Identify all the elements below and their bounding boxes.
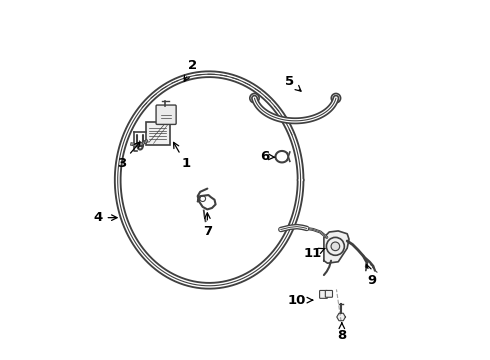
Polygon shape [324,231,349,263]
Text: 6: 6 [260,150,275,163]
FancyBboxPatch shape [325,291,333,297]
Text: 3: 3 [117,142,140,170]
FancyBboxPatch shape [319,291,327,298]
Text: 9: 9 [366,265,377,287]
Text: 8: 8 [337,323,346,342]
Text: 7: 7 [203,213,212,238]
Text: 11: 11 [304,247,325,260]
Circle shape [331,242,340,251]
Text: 5: 5 [285,75,301,91]
Text: 1: 1 [173,143,191,170]
Text: 10: 10 [288,294,313,307]
Text: 2: 2 [184,59,197,81]
FancyBboxPatch shape [146,122,171,145]
Text: 4: 4 [93,211,117,224]
FancyBboxPatch shape [156,105,176,125]
Polygon shape [337,313,345,321]
